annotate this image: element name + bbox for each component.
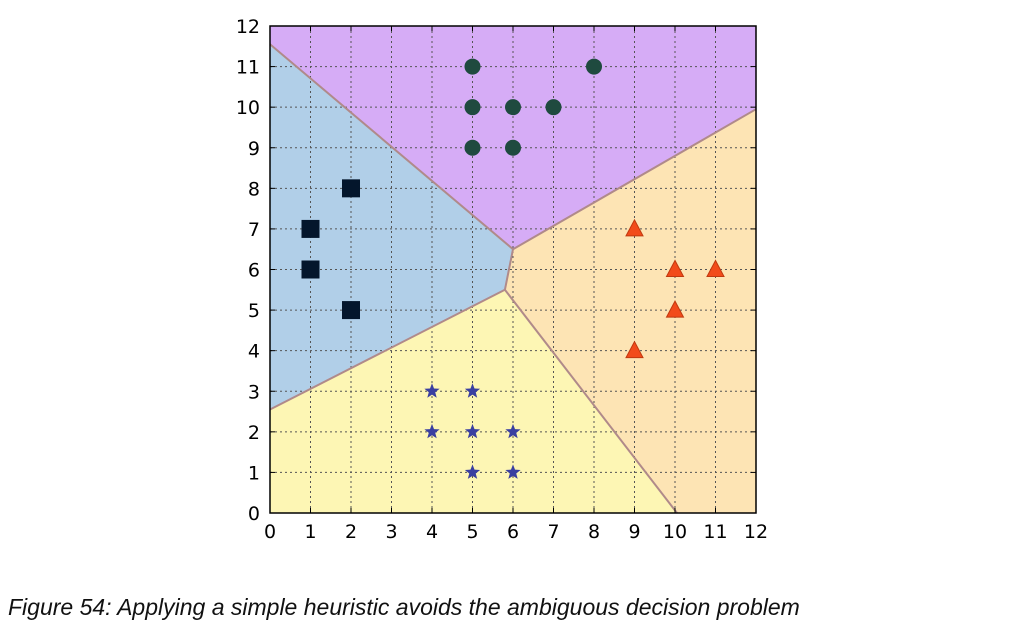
triangle-point (625, 340, 644, 359)
boundary-line (269, 288, 506, 411)
star-point (464, 383, 481, 398)
square-point (342, 301, 360, 320)
x-tick-label: 7 (547, 521, 559, 543)
y-tick-label: 3 (248, 381, 260, 403)
triangle-point (665, 300, 685, 318)
star-point (464, 464, 481, 479)
circle-point (505, 139, 521, 156)
x-tick-label: 11 (703, 521, 727, 543)
boundary-line (269, 43, 514, 250)
square-point (301, 260, 320, 279)
circle-point (545, 99, 562, 116)
star-region (270, 289, 678, 513)
decision-boundaries (269, 43, 757, 514)
y-tick-label: 7 (248, 219, 260, 241)
x-tick-label: 4 (426, 521, 438, 543)
y-tick-label: 4 (248, 341, 260, 363)
x-tick-label: 10 (663, 521, 687, 543)
y-tick-label: 5 (248, 300, 260, 322)
boundary-line (504, 289, 678, 514)
star-point (505, 464, 521, 479)
y-tick-label: 1 (248, 462, 260, 484)
figure-caption: Figure 54: Applying a simple heuristic a… (8, 594, 800, 620)
y-tick-label: 6 (248, 260, 260, 282)
star-point (464, 423, 481, 439)
triangle-point (706, 259, 725, 277)
circle-point (464, 58, 481, 75)
triangle-point (625, 218, 644, 237)
x-tick-label: 2 (345, 521, 357, 543)
circle-point (505, 99, 521, 116)
x-tick-label: 3 (385, 521, 397, 543)
y-tick-label: 11 (236, 57, 260, 79)
star-point (424, 423, 440, 439)
x-tick-label: 6 (507, 521, 519, 543)
star-point (505, 423, 521, 439)
boundary-line (512, 108, 757, 251)
circle-point (464, 99, 481, 116)
x-tick-label: 0 (264, 521, 276, 543)
x-tick-label: 8 (588, 521, 600, 543)
y-tick-label: 10 (236, 97, 260, 119)
y-tick-label: 12 (236, 16, 260, 38)
y-tick-label: 8 (248, 178, 260, 200)
decision-regions (270, 26, 756, 513)
circle-point (464, 139, 481, 156)
circle-point (586, 58, 602, 75)
y-tick-label: 0 (248, 503, 260, 525)
square-point (301, 219, 320, 238)
x-tick-label: 5 (466, 521, 478, 543)
star-point (424, 383, 440, 398)
data-points (301, 58, 725, 479)
y-tick-label: 2 (248, 422, 260, 444)
x-tick-label: 1 (304, 521, 316, 543)
boundary-line (503, 249, 514, 290)
x-tick-label: 9 (628, 521, 640, 543)
triangle-region (504, 109, 756, 513)
square-point (342, 179, 360, 198)
triangle-point (665, 259, 685, 277)
x-tick-label: 12 (744, 521, 768, 543)
y-tick-label: 9 (248, 138, 260, 160)
x-axis-ticks: 0 1 2 3 4 5 6 7 8 9 10 11 12 (264, 26, 768, 543)
grid-lines (270, 26, 756, 513)
